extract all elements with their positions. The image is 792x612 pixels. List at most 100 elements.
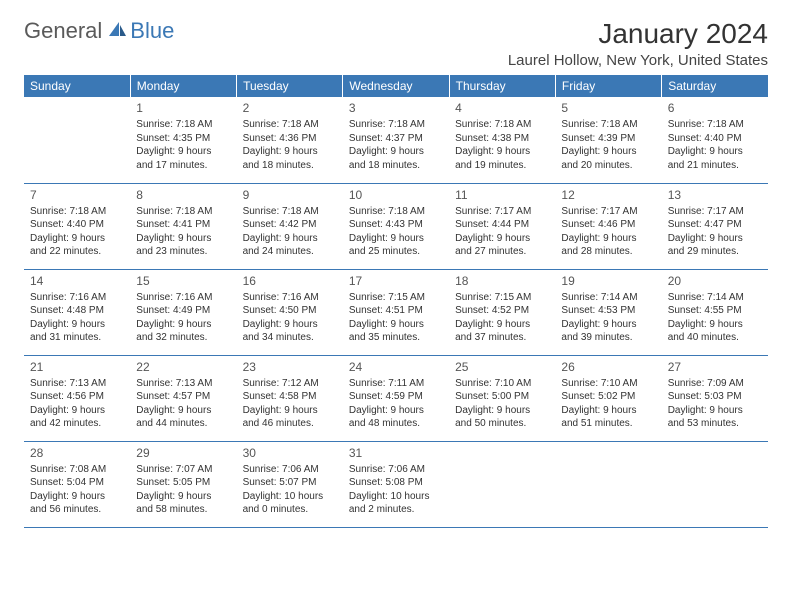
day-number: 3 (349, 100, 443, 116)
calendar-body: 1Sunrise: 7:18 AMSunset: 4:35 PMDaylight… (24, 97, 768, 527)
sunrise-text: Sunrise: 7:10 AM (455, 377, 549, 391)
calendar-cell: 16Sunrise: 7:16 AMSunset: 4:50 PMDayligh… (237, 269, 343, 355)
sunset-text: Sunset: 5:08 PM (349, 476, 443, 490)
logo: General Blue (24, 18, 174, 44)
calendar-cell: 17Sunrise: 7:15 AMSunset: 4:51 PMDayligh… (343, 269, 449, 355)
daylight-text: Daylight: 9 hours and 17 minutes. (136, 145, 230, 172)
daylight-text: Daylight: 9 hours and 40 minutes. (668, 318, 762, 345)
sunset-text: Sunset: 4:48 PM (30, 304, 124, 318)
sunrise-text: Sunrise: 7:06 AM (349, 463, 443, 477)
col-header: Thursday (449, 75, 555, 97)
daylight-text: Daylight: 9 hours and 25 minutes. (349, 232, 443, 259)
calendar-cell (449, 441, 555, 527)
sunset-text: Sunset: 4:41 PM (136, 218, 230, 232)
calendar-cell: 30Sunrise: 7:06 AMSunset: 5:07 PMDayligh… (237, 441, 343, 527)
sunrise-text: Sunrise: 7:14 AM (561, 291, 655, 305)
calendar-cell: 2Sunrise: 7:18 AMSunset: 4:36 PMDaylight… (237, 97, 343, 183)
sunset-text: Sunset: 4:39 PM (561, 132, 655, 146)
calendar-row: 14Sunrise: 7:16 AMSunset: 4:48 PMDayligh… (24, 269, 768, 355)
day-number: 25 (455, 359, 549, 375)
sunrise-text: Sunrise: 7:06 AM (243, 463, 337, 477)
sunset-text: Sunset: 4:52 PM (455, 304, 549, 318)
day-number: 10 (349, 187, 443, 203)
sunrise-text: Sunrise: 7:17 AM (455, 205, 549, 219)
sunset-text: Sunset: 4:57 PM (136, 390, 230, 404)
daylight-text: Daylight: 9 hours and 48 minutes. (349, 404, 443, 431)
sunrise-text: Sunrise: 7:18 AM (349, 205, 443, 219)
sunrise-text: Sunrise: 7:12 AM (243, 377, 337, 391)
sunset-text: Sunset: 4:42 PM (243, 218, 337, 232)
calendar-cell: 31Sunrise: 7:06 AMSunset: 5:08 PMDayligh… (343, 441, 449, 527)
header: General Blue January 2024 Laurel Hollow,… (24, 18, 768, 69)
day-number: 18 (455, 273, 549, 289)
sunrise-text: Sunrise: 7:13 AM (136, 377, 230, 391)
sunset-text: Sunset: 4:59 PM (349, 390, 443, 404)
daylight-text: Daylight: 9 hours and 53 minutes. (668, 404, 762, 431)
sunrise-text: Sunrise: 7:16 AM (30, 291, 124, 305)
col-header: Friday (555, 75, 661, 97)
day-number: 22 (136, 359, 230, 375)
sunrise-text: Sunrise: 7:15 AM (455, 291, 549, 305)
calendar-cell: 22Sunrise: 7:13 AMSunset: 4:57 PMDayligh… (130, 355, 236, 441)
sunrise-text: Sunrise: 7:18 AM (561, 118, 655, 132)
sunset-text: Sunset: 4:40 PM (668, 132, 762, 146)
col-header: Monday (130, 75, 236, 97)
sunset-text: Sunset: 4:55 PM (668, 304, 762, 318)
daylight-text: Daylight: 9 hours and 42 minutes. (30, 404, 124, 431)
title-block: January 2024 Laurel Hollow, New York, Un… (508, 18, 768, 69)
daylight-text: Daylight: 9 hours and 58 minutes. (136, 490, 230, 517)
calendar-cell: 15Sunrise: 7:16 AMSunset: 4:49 PMDayligh… (130, 269, 236, 355)
daylight-text: Daylight: 9 hours and 20 minutes. (561, 145, 655, 172)
col-header: Sunday (24, 75, 130, 97)
calendar-row: 1Sunrise: 7:18 AMSunset: 4:35 PMDaylight… (24, 97, 768, 183)
calendar-cell: 24Sunrise: 7:11 AMSunset: 4:59 PMDayligh… (343, 355, 449, 441)
calendar-cell: 4Sunrise: 7:18 AMSunset: 4:38 PMDaylight… (449, 97, 555, 183)
sunset-text: Sunset: 4:37 PM (349, 132, 443, 146)
sunrise-text: Sunrise: 7:18 AM (136, 205, 230, 219)
calendar-cell: 6Sunrise: 7:18 AMSunset: 4:40 PMDaylight… (662, 97, 768, 183)
sunset-text: Sunset: 4:43 PM (349, 218, 443, 232)
sunrise-text: Sunrise: 7:07 AM (136, 463, 230, 477)
sunrise-text: Sunrise: 7:18 AM (668, 118, 762, 132)
day-number: 19 (561, 273, 655, 289)
sunset-text: Sunset: 4:47 PM (668, 218, 762, 232)
day-number: 11 (455, 187, 549, 203)
logo-text-general: General (24, 18, 102, 44)
calendar-cell: 18Sunrise: 7:15 AMSunset: 4:52 PMDayligh… (449, 269, 555, 355)
daylight-text: Daylight: 9 hours and 31 minutes. (30, 318, 124, 345)
daylight-text: Daylight: 9 hours and 21 minutes. (668, 145, 762, 172)
calendar-row: 21Sunrise: 7:13 AMSunset: 4:56 PMDayligh… (24, 355, 768, 441)
daylight-text: Daylight: 9 hours and 28 minutes. (561, 232, 655, 259)
calendar-cell: 13Sunrise: 7:17 AMSunset: 4:47 PMDayligh… (662, 183, 768, 269)
sunrise-text: Sunrise: 7:18 AM (243, 205, 337, 219)
day-number: 16 (243, 273, 337, 289)
day-number: 30 (243, 445, 337, 461)
sunrise-text: Sunrise: 7:18 AM (349, 118, 443, 132)
sunrise-text: Sunrise: 7:18 AM (30, 205, 124, 219)
calendar-cell: 10 Sunrise: 7:18 AMSunset: 4:43 PMDayligh… (343, 183, 449, 269)
day-number: 13 (668, 187, 762, 203)
daylight-text: Daylight: 9 hours and 18 minutes. (349, 145, 443, 172)
location: Laurel Hollow, New York, United States (508, 52, 768, 69)
col-header: Wednesday (343, 75, 449, 97)
day-number: 1 (136, 100, 230, 116)
daylight-text: Daylight: 10 hours and 0 minutes. (243, 490, 337, 517)
sunset-text: Sunset: 4:36 PM (243, 132, 337, 146)
sunrise-text: Sunrise: 7:15 AM (349, 291, 443, 305)
month-title: January 2024 (508, 18, 768, 50)
daylight-text: Daylight: 9 hours and 32 minutes. (136, 318, 230, 345)
sunrise-text: Sunrise: 7:13 AM (30, 377, 124, 391)
calendar-cell: 27Sunrise: 7:09 AMSunset: 5:03 PMDayligh… (662, 355, 768, 441)
sunset-text: Sunset: 4:38 PM (455, 132, 549, 146)
daylight-text: Daylight: 9 hours and 46 minutes. (243, 404, 337, 431)
sunrise-text: Sunrise: 7:17 AM (668, 205, 762, 219)
day-number: 29 (136, 445, 230, 461)
calendar-cell: 9Sunrise: 7:18 AMSunset: 4:42 PMDaylight… (237, 183, 343, 269)
day-number: 20 (668, 273, 762, 289)
daylight-text: Daylight: 9 hours and 39 minutes. (561, 318, 655, 345)
sunset-text: Sunset: 4:49 PM (136, 304, 230, 318)
sunrise-text: Sunrise: 7:10 AM (561, 377, 655, 391)
sunset-text: Sunset: 4:44 PM (455, 218, 549, 232)
day-number: 8 (136, 187, 230, 203)
sunrise-text: Sunrise: 7:16 AM (243, 291, 337, 305)
